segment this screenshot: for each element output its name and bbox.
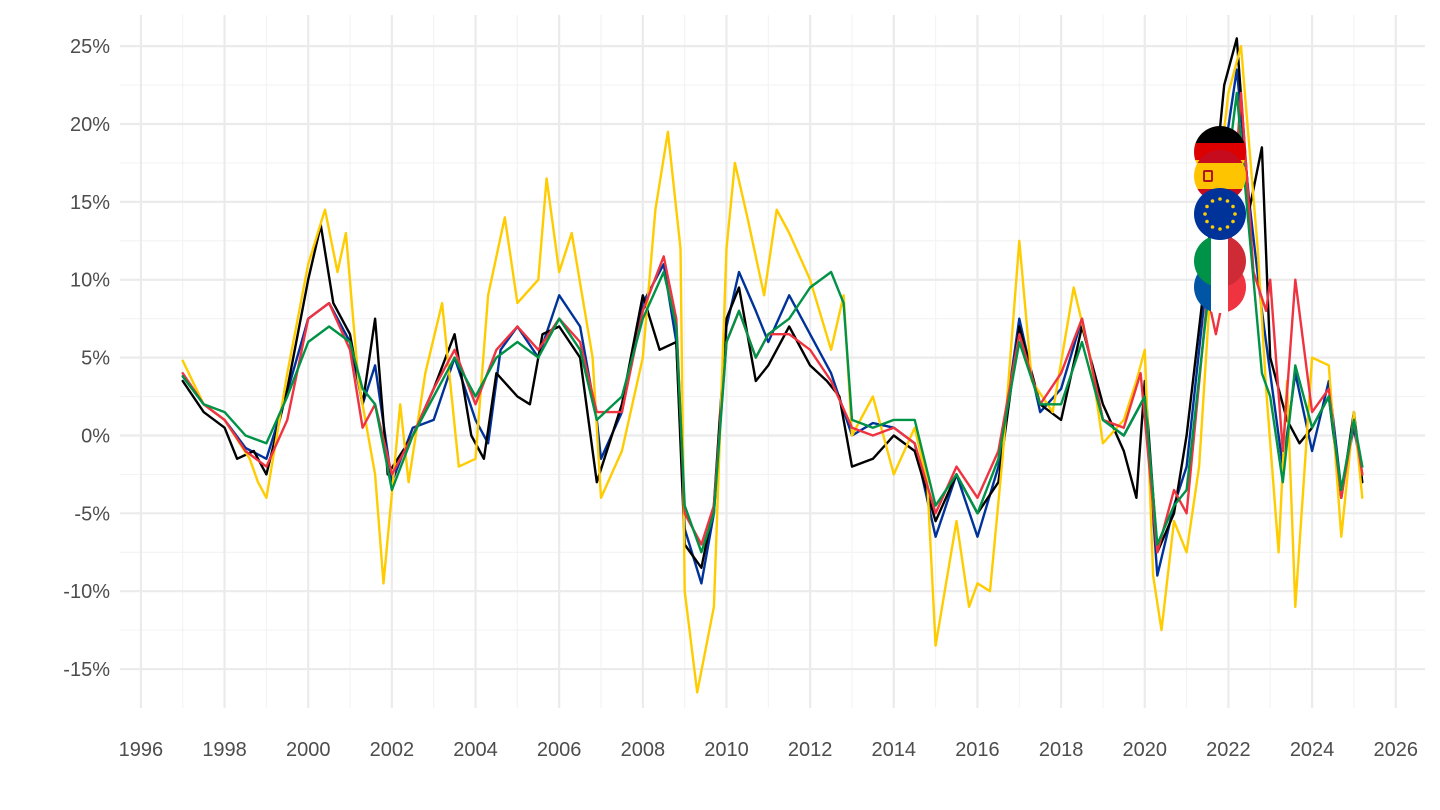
y-tick-label: -15%	[63, 659, 110, 681]
eu-star	[1203, 212, 1207, 216]
x-tick-label: 2024	[1290, 739, 1335, 761]
x-tick-label: 1996	[119, 739, 164, 761]
x-tick-label: 2026	[1373, 739, 1418, 761]
x-tick-label: 2004	[453, 739, 498, 761]
x-tick-label: 2018	[1039, 739, 1084, 761]
flag-layer	[1194, 126, 1246, 313]
y-tick-label: -5%	[74, 503, 110, 525]
x-tick-label: 2010	[704, 739, 749, 761]
flag-eu-icon	[1194, 188, 1246, 240]
y-tick-label: 10%	[70, 270, 110, 292]
y-tick-label: 25%	[70, 36, 110, 58]
eu-star	[1205, 219, 1209, 224]
grid-layer	[120, 15, 1425, 708]
x-tick-label: 2012	[788, 739, 833, 761]
eu-star	[1218, 197, 1222, 201]
y-tick-label: 5%	[81, 348, 110, 370]
series-line-italy	[181, 91, 1364, 554]
y-tick-label: 20%	[70, 114, 110, 136]
x-tick-label: 2000	[286, 739, 331, 761]
x-tick-label: 2022	[1206, 739, 1251, 761]
x-tick-label: 2006	[537, 739, 582, 761]
y-tick-label: -10%	[63, 581, 110, 603]
series-line-france	[181, 91, 1364, 554]
series-line-eu	[181, 68, 1364, 585]
eu-star	[1225, 199, 1230, 203]
x-tick-label: 1998	[202, 739, 247, 761]
eu-star	[1225, 225, 1230, 229]
y-tick-label: 15%	[70, 192, 110, 214]
eu-star	[1205, 204, 1209, 209]
eu-star	[1233, 212, 1237, 216]
x-tick-label: 2014	[872, 739, 917, 761]
eu-star	[1210, 199, 1215, 203]
series-line-germany	[181, 37, 1364, 569]
series-line-spain	[181, 44, 1364, 694]
x-tick-label: 2016	[955, 739, 1000, 761]
x-tick-label: 2020	[1123, 739, 1168, 761]
eu-star	[1210, 225, 1215, 229]
y-tick-label: 0%	[81, 425, 110, 447]
eu-star	[1231, 219, 1235, 224]
axis-layer: 1996 1998 2000 2002 2004 2006 2008 2010 2012 2014…	[63, 36, 1418, 761]
eu-star	[1218, 227, 1222, 231]
flag-italy-icon	[1194, 235, 1246, 287]
x-tick-label: 2002	[370, 739, 415, 761]
series-layer	[181, 37, 1364, 694]
eu-star	[1231, 204, 1235, 209]
x-tick-label: 2008	[621, 739, 666, 761]
